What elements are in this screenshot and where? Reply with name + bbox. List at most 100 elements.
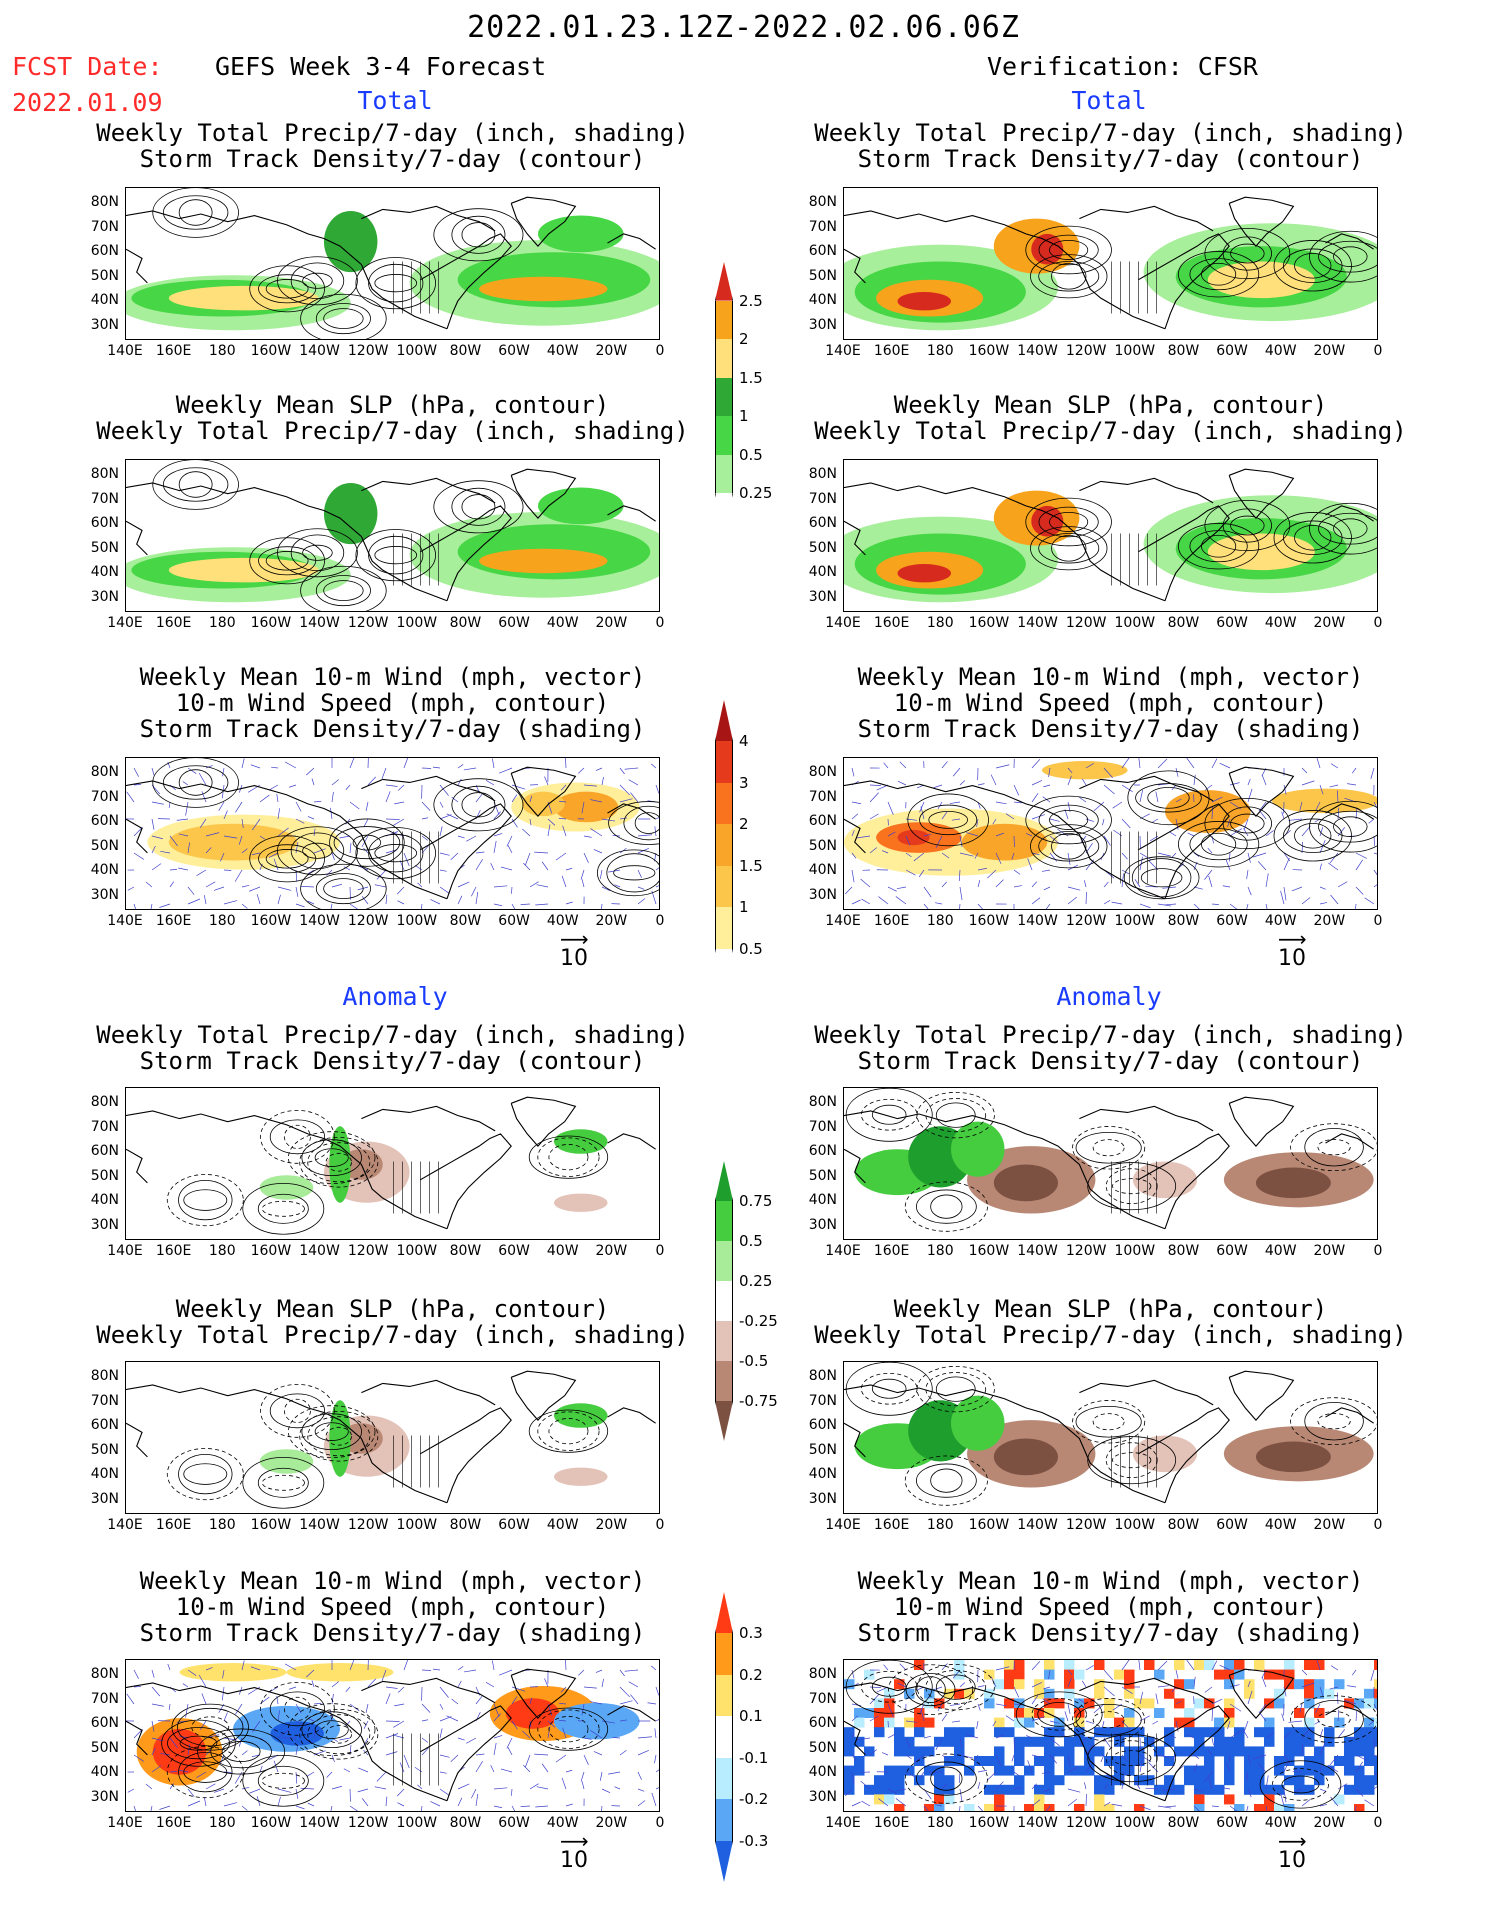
wind-vector <box>637 1800 646 1807</box>
wind-vector <box>1281 811 1285 820</box>
coastline <box>126 818 148 854</box>
wind-vector <box>213 1788 225 1793</box>
contour-line <box>161 1719 236 1767</box>
storm-anomaly-cell <box>894 1679 905 1690</box>
wind-vector <box>637 1771 642 1780</box>
wind-vector <box>1085 818 1095 822</box>
wind-vector <box>559 800 567 803</box>
storm-anomaly-cell <box>1174 1746 1185 1757</box>
lon-tick-label: 20W <box>1313 1243 1346 1259</box>
wind-vector <box>1121 784 1133 792</box>
colorbar-label: 0.25 <box>739 484 773 503</box>
panel-title-line: Storm Track Density/7-day (contour) <box>857 1047 1364 1075</box>
storm-anomaly-cell <box>1004 1727 1015 1738</box>
storm-anomaly-shade <box>505 1698 560 1729</box>
precip-anomaly-shade <box>1255 1167 1331 1199</box>
wind-vector <box>1355 1788 1364 1797</box>
storm-anomaly-cell <box>874 1698 885 1709</box>
contour-line <box>1230 813 1265 834</box>
wind-vector <box>421 903 423 909</box>
wind-vector <box>905 1737 911 1748</box>
vector-ref-value: 10 <box>560 946 588 971</box>
storm-anomaly-cell <box>844 1775 855 1786</box>
storm-anomaly-cell <box>1104 1708 1115 1718</box>
storm-anomaly-cell <box>984 1804 995 1811</box>
wind-vector <box>1045 903 1051 909</box>
wind-vector <box>385 791 391 803</box>
wind-vector <box>534 1753 549 1756</box>
lon-tick-label: 140E <box>825 1517 861 1533</box>
contour-line <box>548 1144 589 1171</box>
colorbar-segment <box>715 700 733 742</box>
contour-line <box>183 1463 228 1485</box>
wind-vector <box>295 886 299 897</box>
contour-line <box>1333 518 1368 539</box>
coastline <box>1325 1705 1374 1722</box>
storm-anomaly-cell <box>1014 1784 1025 1795</box>
contour-line <box>183 1189 228 1211</box>
wind-vector <box>1193 1754 1200 1759</box>
wind-vector <box>187 1800 201 1807</box>
wind-vector <box>555 1754 567 1763</box>
storm-anomaly-cell <box>1224 1669 1235 1680</box>
precip-anomaly-shade <box>951 1121 1005 1177</box>
wind-vector <box>176 818 189 821</box>
lon-tick-label: 180 <box>926 1243 954 1259</box>
wind-vector <box>187 1669 197 1676</box>
wind-vector <box>1204 1686 1213 1693</box>
wind-vector <box>457 1797 463 1807</box>
lat-tick-label: 40N <box>90 292 119 308</box>
wind-vector <box>439 1788 450 1796</box>
storm-anomaly-cell <box>1334 1679 1345 1690</box>
colorbar-label: 0.1 <box>739 1707 763 1726</box>
contour-line <box>1281 1775 1320 1794</box>
coastline <box>419 803 512 899</box>
wind-vector <box>311 1680 315 1688</box>
panel-title-line: Weekly Mean 10-m Wind (mph, vector) <box>857 1567 1364 1595</box>
storm-anomaly-cell <box>974 1756 985 1766</box>
storm-anomaly-cell <box>1074 1698 1085 1709</box>
contour-line <box>1273 810 1352 862</box>
contour-line <box>1317 1413 1351 1430</box>
storm-anomaly-cell <box>1084 1736 1095 1747</box>
storm-anomaly-cell <box>1234 1660 1245 1670</box>
storm-anomaly-cell <box>874 1717 885 1728</box>
storm-anomaly-cell <box>904 1688 915 1699</box>
lat-tick-label: 80N <box>808 764 837 780</box>
storm-anomaly-cell <box>1214 1669 1225 1680</box>
wind-vector <box>1193 1676 1196 1688</box>
wind-vector <box>307 816 315 820</box>
contour-line <box>300 565 387 611</box>
panel-title-line: Weekly Mean 10-m Wind (mph, vector) <box>139 1567 646 1595</box>
wind-vector <box>1112 801 1123 809</box>
colorbar-segment <box>715 416 733 455</box>
wind-vector <box>363 818 369 827</box>
wind-vector <box>277 1710 280 1722</box>
wind-vector <box>498 767 513 774</box>
storm-anomaly-cell <box>1214 1736 1225 1747</box>
wind-vector <box>1319 886 1326 890</box>
wind-vector <box>949 1703 961 1706</box>
wind-vector <box>199 1720 207 1730</box>
storm-anomaly-cell <box>894 1727 905 1738</box>
wind-vector <box>1329 784 1339 788</box>
wind-vector <box>1193 774 1196 786</box>
wind-vector <box>241 1660 245 1671</box>
coastline <box>1228 1668 1295 1719</box>
wind-vector <box>1208 1777 1213 1790</box>
colorbar-label: 0.3 <box>739 1624 763 1643</box>
contour-line <box>1290 1397 1377 1446</box>
lon-tick-label: 160E <box>155 343 192 359</box>
coastline <box>361 477 496 504</box>
storm-anomaly-cell <box>894 1775 905 1786</box>
wind-vector <box>1042 1698 1051 1705</box>
wind-vector <box>493 903 503 907</box>
wind-vector <box>887 1788 897 1794</box>
lon-tick-label: 140E <box>107 1517 143 1533</box>
wind-vector <box>485 779 495 786</box>
wind-vector <box>608 1771 621 1775</box>
wind-vector <box>959 903 961 909</box>
coastline <box>844 1384 1166 1504</box>
wind-vector <box>995 801 1007 805</box>
contour-line <box>1087 1162 1177 1211</box>
